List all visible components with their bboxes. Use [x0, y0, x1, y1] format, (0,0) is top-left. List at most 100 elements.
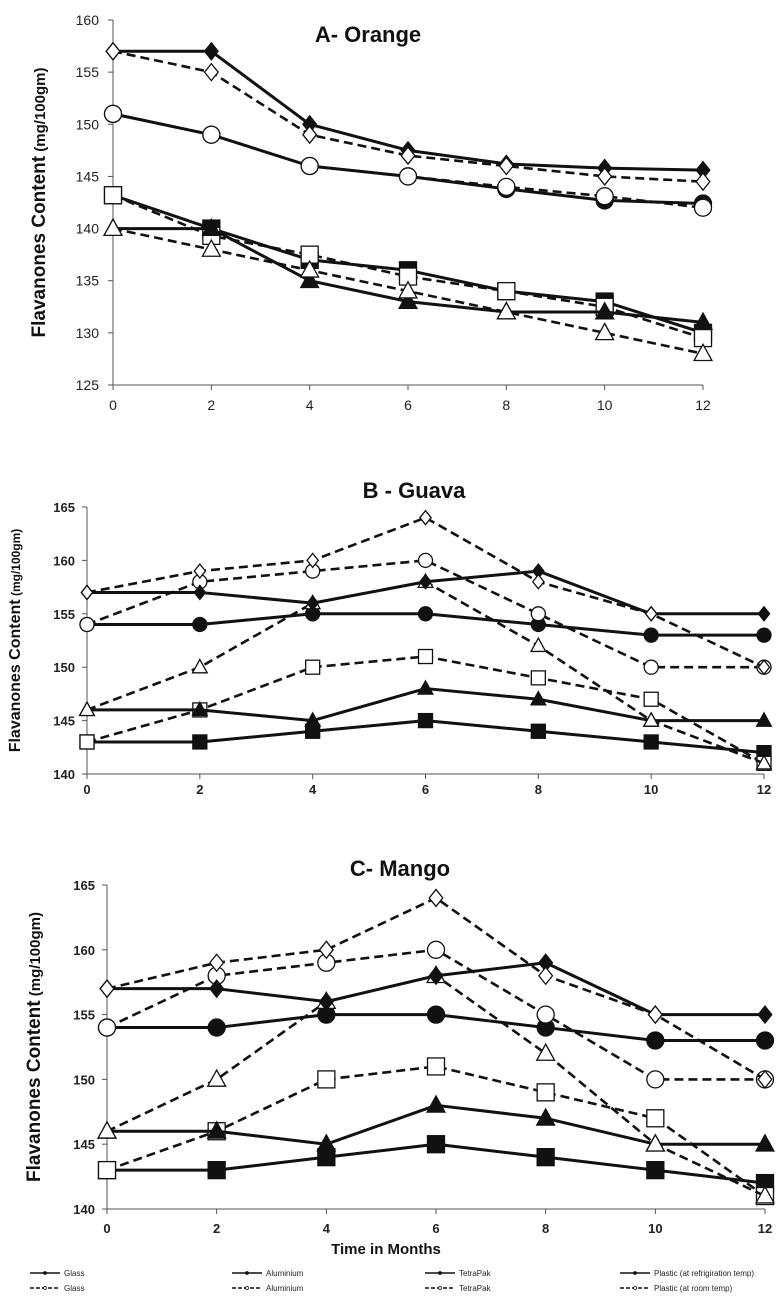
data-point: [643, 734, 659, 750]
data-point: [594, 322, 615, 341]
data-point: [692, 343, 714, 362]
y-tick-label: 165: [73, 878, 95, 893]
legend-marker: [633, 1271, 637, 1275]
series-plastic-at-room-temp--dashed: [99, 888, 773, 1089]
y-tick-label: 155: [73, 1008, 95, 1023]
data-point: [105, 41, 121, 61]
y-tick-label: 150: [53, 660, 75, 675]
data-point: [757, 659, 771, 676]
series-tetrapak-dashed: [102, 217, 714, 362]
x-tick-label: 12: [695, 397, 711, 413]
x-axis-label: Time in Months: [331, 1241, 441, 1258]
x-tick-label: 2: [196, 782, 203, 797]
legend-entry: TetraPak: [425, 1284, 492, 1293]
y-tick-label: 155: [53, 607, 75, 622]
data-point: [530, 606, 546, 622]
data-point: [209, 979, 225, 999]
legend-marker: [43, 1286, 47, 1290]
data-point: [193, 563, 207, 580]
legend-marker: [245, 1286, 249, 1290]
data-point: [497, 177, 516, 197]
data-point: [419, 509, 432, 526]
data-point: [646, 1031, 665, 1050]
data-point: [428, 888, 444, 908]
y-axis-label: Flavanones Content (mg/100gm): [29, 68, 50, 338]
data-point: [417, 552, 434, 569]
data-point: [419, 573, 432, 590]
data-point: [203, 41, 219, 61]
data-point: [192, 734, 208, 750]
data-point: [595, 187, 614, 206]
data-point: [530, 723, 546, 739]
data-point: [417, 712, 434, 729]
x-tick-label: 6: [404, 397, 412, 413]
y-tick-label: 145: [76, 168, 100, 184]
data-point: [206, 1068, 227, 1087]
x-tick-label: 4: [309, 782, 317, 797]
chart-guava: B - Guava Flavanones Content (mg/100gm) 14…: [7, 478, 773, 797]
data-point: [207, 1160, 226, 1180]
legend-marker: [633, 1286, 637, 1290]
x-tick-label: 0: [103, 1221, 110, 1236]
data-point: [201, 238, 222, 257]
data-point: [695, 172, 711, 192]
legend-marker: [438, 1286, 442, 1290]
legend-label: Aluminium: [266, 1284, 304, 1293]
x-tick-label: 6: [422, 782, 429, 797]
data-point: [536, 1005, 555, 1024]
data-point: [80, 584, 94, 601]
y-tick-label: 130: [76, 325, 100, 341]
x-tick-label: 8: [535, 782, 542, 797]
chart-orange: A- Orange Flavanones Content (mg/100gm) 12…: [29, 12, 714, 413]
legend-label: TetraPak: [459, 1269, 492, 1278]
legend-label: Aluminium: [266, 1269, 304, 1278]
data-point: [538, 966, 554, 986]
data-point: [398, 167, 418, 186]
series-plastic-at-room-temp--dashed: [80, 509, 771, 676]
x-tick-label: 10: [644, 782, 658, 797]
legend-entry: TetraPak: [425, 1269, 492, 1278]
data-point: [645, 1133, 666, 1152]
data-point: [426, 940, 446, 959]
data-point: [643, 659, 659, 675]
series-tetrapak-solid: [102, 217, 714, 330]
data-point: [417, 679, 434, 695]
legend: Glass Aluminium TetraPak Plastic (at refrig…: [30, 1269, 754, 1293]
y-tick-label: 140: [53, 767, 75, 782]
data-point: [757, 1069, 773, 1089]
data-point: [400, 146, 416, 166]
series-tetrapak-dashed: [96, 965, 776, 1204]
chart-title: B - Guava: [363, 478, 466, 503]
y-tick-label: 165: [53, 500, 75, 515]
data-point: [693, 198, 713, 217]
data-point: [535, 1107, 556, 1126]
data-point: [646, 1070, 665, 1089]
x-tick-label: 10: [597, 397, 613, 413]
data-point: [692, 311, 714, 330]
legend-label: TetraPak: [459, 1284, 492, 1293]
data-point: [191, 658, 209, 674]
data-point: [316, 1133, 337, 1152]
legend-entry: Glass: [30, 1284, 84, 1293]
x-tick-label: 8: [542, 1221, 549, 1236]
data-point: [594, 301, 615, 320]
data-point: [318, 940, 334, 960]
data-point: [531, 573, 545, 590]
legend-entry: Aluminium: [232, 1284, 304, 1293]
y-tick-label: 140: [76, 221, 100, 237]
data-point: [103, 186, 123, 205]
data-point: [757, 605, 771, 622]
chart-title: C- Mango: [350, 856, 450, 881]
data-point: [646, 1109, 665, 1128]
x-tick-label: 8: [502, 397, 510, 413]
legend-marker: [43, 1271, 47, 1275]
x-tick-label: 0: [83, 782, 90, 797]
data-point: [305, 659, 321, 675]
legend-marker: [245, 1271, 249, 1275]
series-glass-solid: [79, 606, 772, 643]
series-glass-dashed: [103, 104, 713, 217]
data-point: [193, 584, 207, 601]
y-tick-label: 155: [76, 64, 100, 80]
legend-label: Plastic (at room temp): [654, 1284, 733, 1293]
series-aluminium-solid: [103, 186, 713, 343]
